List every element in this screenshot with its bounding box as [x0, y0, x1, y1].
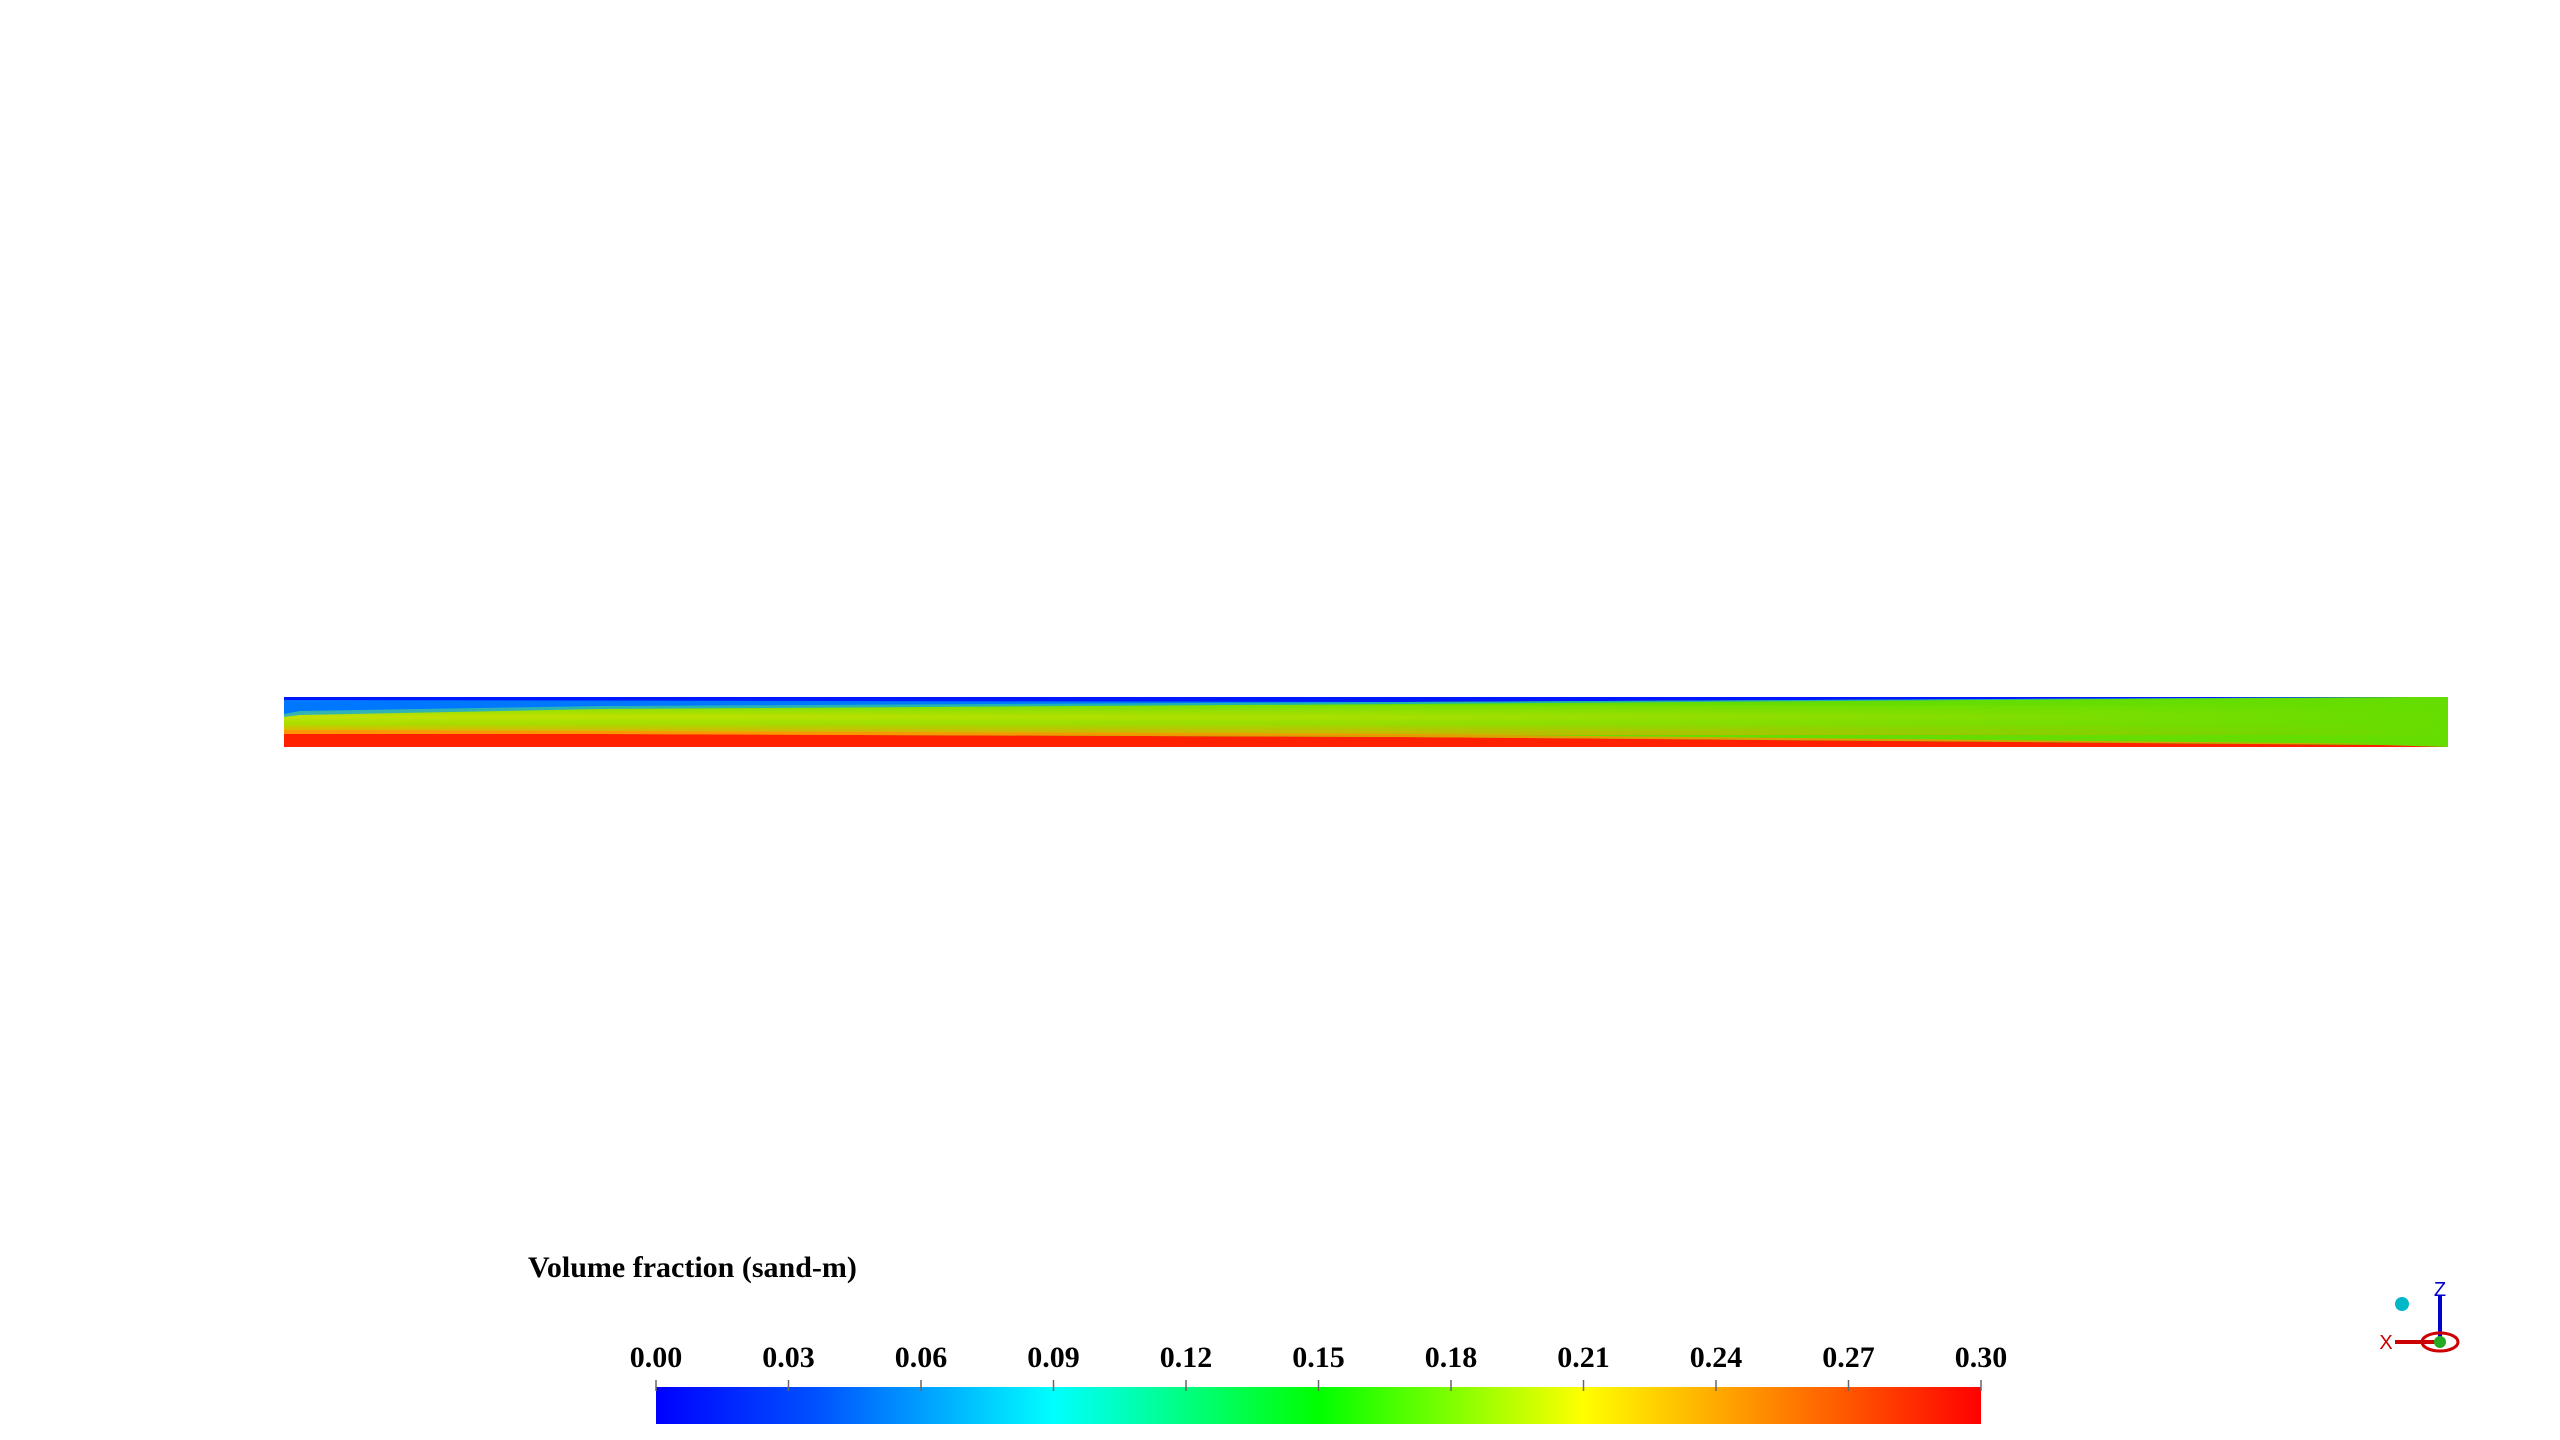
tick-label: 0.00 [630, 1341, 683, 1374]
x-label: X [2379, 1332, 2392, 1354]
triad-dot [2395, 1297, 2409, 1311]
pipe-bottom-edge [284, 730, 2380, 744]
colorbar-ticks: 0.00 0.03 0.06 0.09 0.12 0.15 0.18 0.21 0.24 0.27… [630, 1341, 2008, 1391]
pipe-bottom-band [284, 734, 2448, 747]
tick-label: 0.06 [895, 1341, 948, 1374]
tick-label: 0.27 [1822, 1341, 1875, 1374]
triad-ring [2420, 1331, 2460, 1353]
colorbar-title: Volume fraction (sand-m) [528, 1251, 857, 1284]
pipe-contour [284, 697, 2448, 747]
z-label: Z [2434, 1279, 2446, 1301]
tick-label: 0.15 [1292, 1341, 1345, 1374]
tick-label: 0.18 [1425, 1341, 1478, 1374]
tick-label: 0.21 [1557, 1341, 1610, 1374]
triad-center [2434, 1336, 2446, 1348]
tick-label: 0.24 [1690, 1341, 1743, 1374]
colorbar [656, 1387, 1981, 1424]
pipe-top-edge [284, 697, 2420, 717]
tick-label: 0.03 [762, 1341, 815, 1374]
axis-triad: Z X [2379, 1279, 2460, 1354]
tick-label: 0.09 [1027, 1341, 1080, 1374]
tick-label: 0.30 [1955, 1341, 2008, 1374]
tick-label: 0.12 [1160, 1341, 1213, 1374]
